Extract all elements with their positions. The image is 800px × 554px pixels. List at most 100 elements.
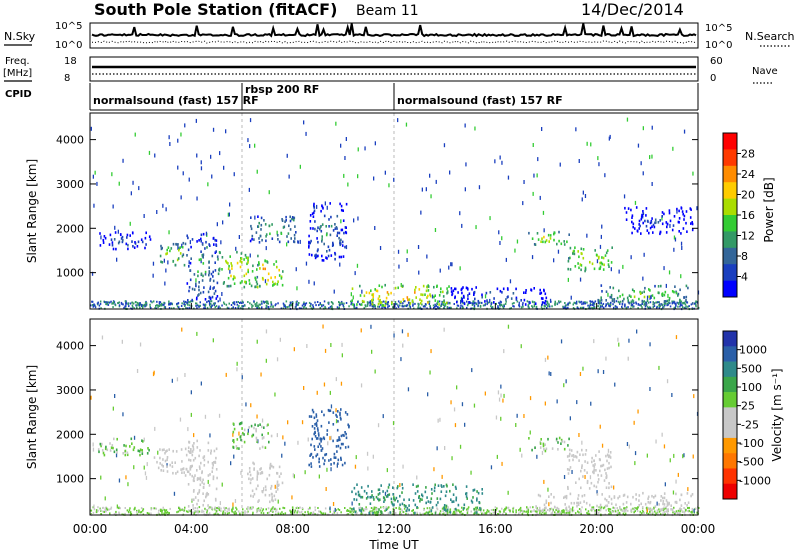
- heatmap-cell: [189, 269, 191, 272]
- heatmap-cell: [272, 306, 274, 308]
- heatmap-cell: [97, 448, 100, 451]
- heatmap-cell: [535, 505, 537, 508]
- heatmap-cell: [124, 449, 127, 453]
- heatmap-cell: [375, 289, 378, 292]
- heatmap-cell: [235, 301, 238, 304]
- heatmap-cell: [501, 461, 503, 466]
- heatmap-cell: [232, 432, 234, 437]
- heatmap-cell: [513, 305, 515, 308]
- heatmap-cell: [402, 464, 404, 469]
- heatmap-cell: [537, 157, 539, 162]
- heatmap-cell: [201, 481, 203, 484]
- heatmap-cell: [656, 501, 658, 506]
- heatmap-cell: [103, 235, 106, 238]
- heatmap-cell: [175, 242, 177, 246]
- heatmap-cell: [581, 464, 583, 467]
- heatmap-cell: [137, 303, 139, 306]
- heatmap-cell: [192, 504, 194, 507]
- heatmap-cell: [330, 215, 332, 219]
- heatmap-cell: [155, 307, 158, 310]
- heatmap-cell: [467, 507, 469, 510]
- heatmap-cell: [291, 512, 293, 515]
- heatmap-cell: [601, 224, 603, 229]
- heatmap-cell: [319, 302, 321, 305]
- heatmap-cell: [360, 510, 363, 513]
- heatmap-cell: [593, 305, 595, 308]
- heatmap-cell: [279, 512, 282, 515]
- heatmap-cell: [277, 302, 279, 305]
- heatmap-cell: [341, 303, 343, 305]
- heatmap-cell: [652, 301, 654, 304]
- heatmap-cell: [114, 231, 117, 234]
- heatmap-cell: [339, 411, 341, 415]
- heatmap-cell: [433, 489, 436, 493]
- heatmap-cell: [247, 428, 249, 433]
- heatmap-cell: [161, 509, 163, 512]
- heatmap-cell: [196, 240, 198, 243]
- heatmap-cell: [286, 235, 288, 238]
- heatmap-cell: [159, 448, 161, 451]
- heatmap-cell: [281, 283, 284, 287]
- heatmap-cell: [427, 392, 429, 397]
- heatmap-cell: [665, 506, 667, 509]
- heatmap-cell: [232, 507, 234, 510]
- heatmap-cell: [444, 446, 446, 450]
- heatmap-cell: [262, 300, 265, 303]
- heatmap-cell: [256, 511, 258, 514]
- heatmap-cell: [214, 238, 216, 242]
- heatmap-cell: [161, 448, 164, 452]
- heatmap-cell: [171, 465, 174, 468]
- heatmap-cell: [613, 298, 616, 301]
- heatmap-cell: [105, 303, 107, 306]
- heatmap-cell: [325, 453, 328, 456]
- heatmap-cell: [304, 304, 306, 307]
- heatmap-cell: [584, 268, 587, 271]
- heatmap-cell: [316, 204, 318, 209]
- heatmap-cell: [159, 462, 161, 465]
- heatmap-cell: [414, 511, 416, 515]
- heatmap-cell: [599, 424, 601, 429]
- heatmap-cell: [324, 512, 327, 515]
- heatmap-cell: [523, 510, 525, 513]
- heatmap-cell: [214, 251, 217, 254]
- heatmap-cell: [400, 512, 403, 515]
- heatmap-cell: [193, 433, 195, 438]
- heatmap-cell: [565, 307, 567, 310]
- heatmap-cell: [591, 304, 593, 306]
- heatmap-cell: [284, 220, 286, 223]
- heatmap-cell: [371, 490, 373, 493]
- heatmap-cell: [322, 456, 324, 460]
- heatmap-cell: [497, 306, 499, 309]
- heatmap-cell: [177, 257, 180, 260]
- heatmap-cell: [463, 503, 466, 507]
- heatmap-cell: [310, 465, 313, 468]
- heatmap-cell: [545, 512, 547, 515]
- heatmap-cell: [400, 357, 402, 362]
- heatmap-cell: [138, 304, 141, 307]
- heatmap-cell: [691, 511, 693, 514]
- heatmap-cell: [194, 474, 196, 477]
- heatmap-cell: [215, 305, 218, 308]
- heatmap-cell: [315, 437, 318, 440]
- heatmap-cell: [436, 284, 438, 288]
- heatmap-cell: [372, 454, 374, 459]
- heatmap-cell: [264, 279, 267, 284]
- heatmap-cell: [293, 216, 296, 220]
- heatmap-cell: [695, 507, 697, 510]
- heatmap-cell: [233, 427, 236, 431]
- heatmap-cell: [187, 427, 189, 432]
- heatmap-cell: [631, 302, 633, 307]
- heatmap-cell: [125, 444, 127, 448]
- heatmap-cell: [261, 433, 263, 437]
- heatmap-cell: [578, 508, 581, 510]
- heatmap-cell: [247, 432, 249, 436]
- heatmap-cell: [544, 292, 547, 296]
- heatmap-cell: [197, 304, 200, 307]
- heatmap-cell: [528, 231, 530, 235]
- heatmap-cell: [109, 449, 112, 452]
- heatmap-cell: [640, 502, 642, 506]
- heatmap-cell: [607, 501, 610, 504]
- heatmap-cell: [543, 304, 546, 307]
- heatmap-cell: [212, 338, 214, 343]
- heatmap-cell: [217, 306, 220, 309]
